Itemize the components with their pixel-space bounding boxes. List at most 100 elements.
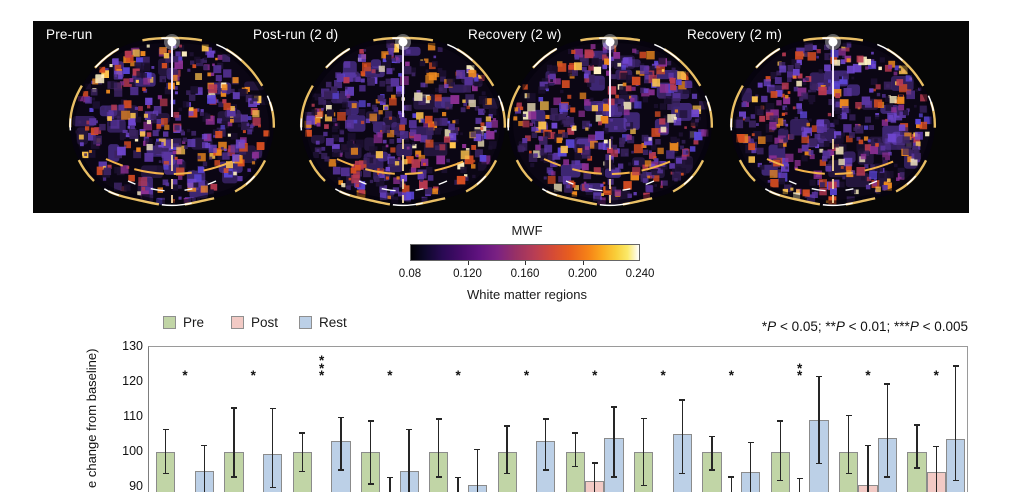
- error-bar-cap: [728, 476, 735, 478]
- significance-marker: *: [865, 368, 871, 384]
- error-bar: [935, 445, 937, 492]
- colorbar-tick-label: 0.200: [568, 268, 597, 280]
- significance-marker: * * *: [318, 352, 325, 384]
- error-bar-cap: [269, 407, 276, 410]
- error-bar: [476, 448, 479, 492]
- error-bar-cap: [201, 444, 208, 447]
- error-bar-cap: [542, 418, 549, 420]
- y-tick-label: 100: [122, 443, 143, 458]
- significance-marker: *: [592, 368, 598, 384]
- error-bar: [749, 441, 752, 492]
- brain-label-pre-run: Pre-run: [46, 27, 93, 42]
- error-bar-cap: [884, 383, 891, 385]
- legend-label-pre: Pre: [183, 315, 205, 330]
- brain-slices-image: [33, 21, 969, 213]
- error-bar-cap: [709, 435, 715, 438]
- error-bar: [730, 476, 733, 492]
- error-bar: [886, 383, 888, 477]
- error-bar: [711, 435, 713, 470]
- y-tick-label: 110: [123, 408, 143, 423]
- error-bar-cap: [406, 428, 413, 430]
- legend-label-rest: Rest: [319, 315, 347, 330]
- error-bar-cap: [796, 477, 803, 479]
- colorbar-tickmark: [525, 261, 526, 265]
- colorbar-caption: White matter regions: [467, 287, 587, 302]
- significance-marker: *: [933, 368, 939, 384]
- error-bar-cap: [591, 462, 598, 464]
- error-bar-cap: [542, 469, 549, 471]
- error-bar: [408, 428, 410, 492]
- colorbar-tick-label: 0.08: [398, 268, 422, 280]
- error-bar: [438, 418, 440, 477]
- error-bar-cap: [435, 418, 442, 420]
- error-bar: [369, 420, 372, 484]
- error-bar-cap: [386, 476, 393, 479]
- brain-label-post-run: Post-run (2 d): [253, 27, 339, 42]
- significance-marker: *: [250, 368, 256, 384]
- significance-marker: *: [455, 368, 461, 384]
- error-bar: [847, 414, 850, 473]
- error-bar-cap: [933, 445, 940, 448]
- significance-marker: *: [387, 368, 393, 384]
- error-bar-cap: [299, 470, 306, 473]
- error-bar-cap: [230, 476, 237, 478]
- significance-note: *P < 0.05; **P < 0.01; ***P < 0.005: [761, 319, 968, 334]
- error-bar-cap: [777, 420, 784, 422]
- error-bar: [818, 376, 820, 463]
- error-bar: [203, 444, 205, 492]
- legend-swatch-rest: [299, 316, 312, 329]
- error-bar-cap: [572, 465, 579, 468]
- error-bar: [340, 416, 342, 470]
- error-bar-cap: [815, 376, 822, 378]
- error-bar: [681, 399, 684, 473]
- error-bar: [389, 476, 391, 492]
- error-bar-cap: [504, 425, 511, 427]
- error-bar-cap: [679, 472, 686, 475]
- error-bar-cap: [709, 469, 715, 471]
- y-axis-label: e change from baseline): [84, 348, 99, 488]
- error-bar: [545, 418, 547, 470]
- error-bar: [233, 407, 235, 477]
- legend-swatch-post: [231, 316, 244, 329]
- error-bar-cap: [679, 399, 686, 401]
- error-bar-cap: [455, 476, 462, 479]
- y-tick-label: 130: [122, 338, 143, 353]
- error-bar-cap: [367, 483, 374, 485]
- error-bar-cap: [640, 484, 647, 487]
- error-bar-cap: [162, 472, 169, 475]
- error-bar-cap: [913, 467, 920, 469]
- error-bar-cap: [640, 417, 647, 420]
- error-bar-cap: [815, 462, 822, 465]
- error-bar-cap: [913, 424, 920, 426]
- error-bar: [506, 425, 508, 473]
- error-bar-cap: [474, 448, 481, 451]
- error-bar: [916, 424, 918, 468]
- error-bar: [954, 365, 957, 480]
- error-bar-cap: [845, 414, 852, 417]
- error-bar-cap: [611, 406, 618, 408]
- error-bar-cap: [572, 432, 579, 434]
- significance-marker: *: [182, 368, 188, 384]
- colorbar-tick-label: 0.120: [453, 268, 482, 280]
- error-bar: [613, 406, 615, 477]
- error-bar-cap: [504, 472, 511, 475]
- error-bar-cap: [230, 407, 237, 409]
- error-bar-cap: [367, 420, 374, 422]
- error-bar: [271, 407, 274, 487]
- error-bar-cap: [845, 472, 852, 475]
- error-bar: [301, 432, 303, 471]
- error-bar: [574, 432, 577, 466]
- legend-label-post: Post: [251, 315, 279, 330]
- error-bar-cap: [162, 428, 169, 431]
- error-bar-cap: [952, 365, 959, 367]
- error-bar-cap: [864, 444, 871, 447]
- error-bar-cap: [435, 476, 442, 478]
- legend-swatch-pre: [163, 316, 176, 329]
- mwf-colorbar: [410, 244, 640, 261]
- error-bar-cap: [299, 432, 306, 434]
- error-bar-cap: [611, 476, 618, 478]
- y-tick-label: 120: [122, 373, 143, 388]
- error-bar-cap: [884, 476, 891, 478]
- significance-marker: * *: [797, 360, 803, 384]
